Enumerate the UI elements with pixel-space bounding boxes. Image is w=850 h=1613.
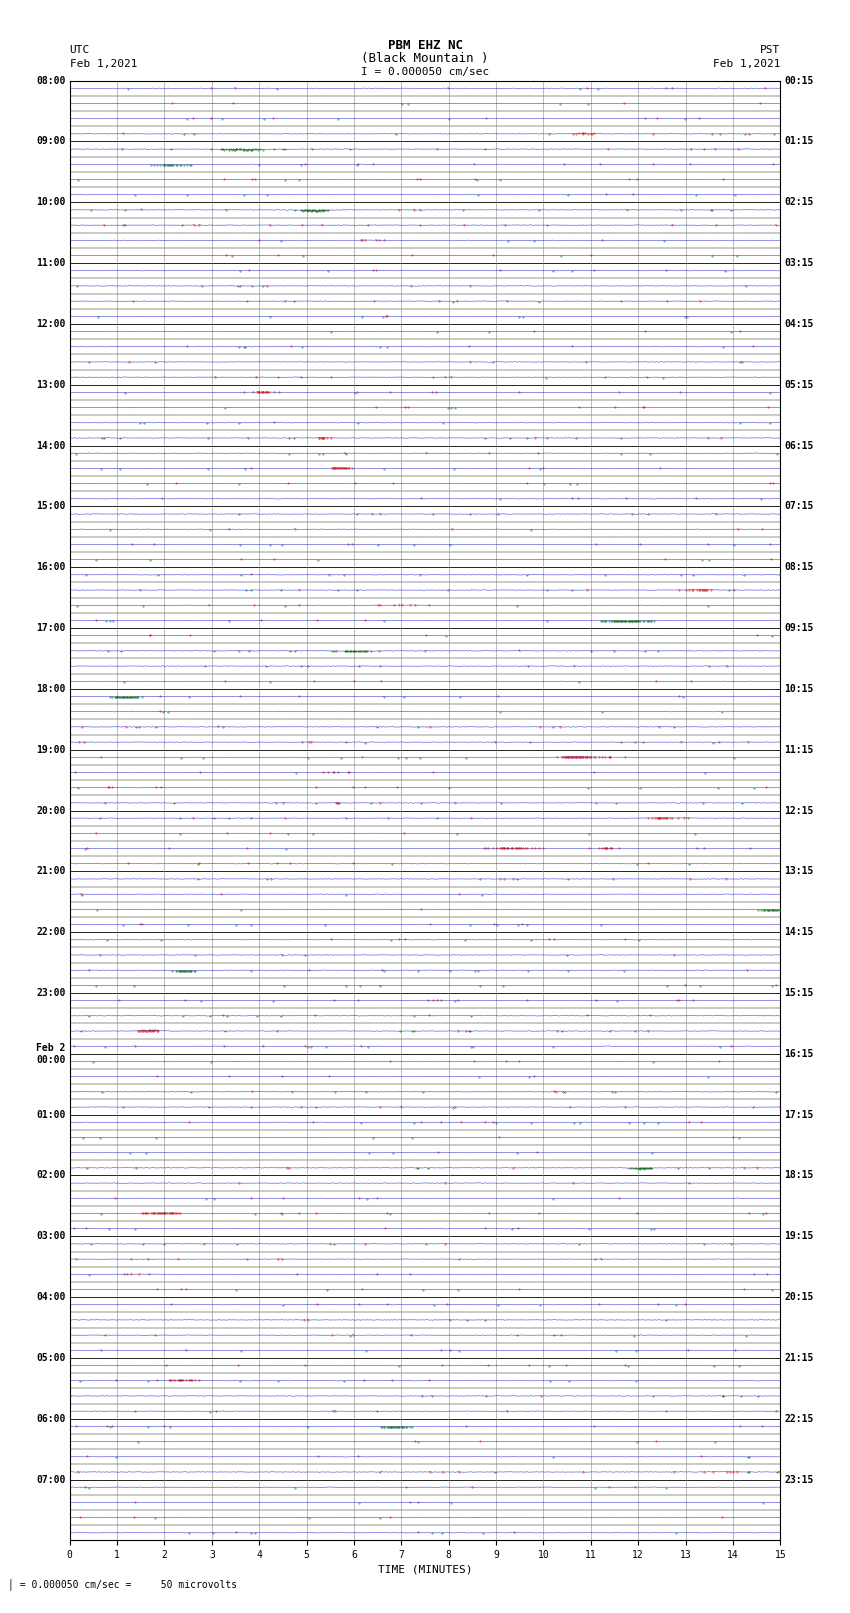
Text: Feb 1,2021: Feb 1,2021: [70, 60, 137, 69]
Text: 08:15: 08:15: [785, 563, 814, 573]
Text: 21:00: 21:00: [36, 866, 65, 876]
Text: 16:15: 16:15: [785, 1048, 814, 1058]
Text: 15:15: 15:15: [785, 989, 814, 998]
Text: 07:00: 07:00: [36, 1474, 65, 1484]
Text: 04:15: 04:15: [785, 319, 814, 329]
Text: 14:15: 14:15: [785, 927, 814, 937]
Text: 10:00: 10:00: [36, 197, 65, 208]
Text: 23:00: 23:00: [36, 989, 65, 998]
Text: │ = 0.000050 cm/sec =     50 microvolts: │ = 0.000050 cm/sec = 50 microvolts: [8, 1578, 238, 1590]
Text: 06:15: 06:15: [785, 440, 814, 450]
Text: 19:15: 19:15: [785, 1231, 814, 1242]
Text: 03:00: 03:00: [36, 1231, 65, 1242]
X-axis label: TIME (MINUTES): TIME (MINUTES): [377, 1565, 473, 1574]
Text: 22:15: 22:15: [785, 1413, 814, 1424]
Text: 02:00: 02:00: [36, 1171, 65, 1181]
Text: 01:00: 01:00: [36, 1110, 65, 1119]
Text: 23:15: 23:15: [785, 1474, 814, 1484]
Text: 17:15: 17:15: [785, 1110, 814, 1119]
Text: 19:00: 19:00: [36, 745, 65, 755]
Text: Feb 2
00:00: Feb 2 00:00: [36, 1044, 65, 1065]
Text: 20:15: 20:15: [785, 1292, 814, 1302]
Text: 07:15: 07:15: [785, 502, 814, 511]
Text: 11:00: 11:00: [36, 258, 65, 268]
Text: I = 0.000050 cm/sec: I = 0.000050 cm/sec: [361, 68, 489, 77]
Text: Feb 1,2021: Feb 1,2021: [713, 60, 780, 69]
Text: 21:15: 21:15: [785, 1353, 814, 1363]
Text: 09:00: 09:00: [36, 137, 65, 147]
Text: 01:15: 01:15: [785, 137, 814, 147]
Text: 17:00: 17:00: [36, 623, 65, 632]
Text: 08:00: 08:00: [36, 76, 65, 85]
Text: 14:00: 14:00: [36, 440, 65, 450]
Text: 05:15: 05:15: [785, 379, 814, 390]
Text: 20:00: 20:00: [36, 805, 65, 816]
Text: 06:00: 06:00: [36, 1413, 65, 1424]
Text: 12:15: 12:15: [785, 805, 814, 816]
Text: 05:00: 05:00: [36, 1353, 65, 1363]
Text: 18:00: 18:00: [36, 684, 65, 694]
Text: 11:15: 11:15: [785, 745, 814, 755]
Text: 00:15: 00:15: [785, 76, 814, 85]
Text: 10:15: 10:15: [785, 684, 814, 694]
Text: 15:00: 15:00: [36, 502, 65, 511]
Text: 12:00: 12:00: [36, 319, 65, 329]
Text: 13:15: 13:15: [785, 866, 814, 876]
Text: 03:15: 03:15: [785, 258, 814, 268]
Text: 16:00: 16:00: [36, 563, 65, 573]
Text: 04:00: 04:00: [36, 1292, 65, 1302]
Text: 13:00: 13:00: [36, 379, 65, 390]
Text: 18:15: 18:15: [785, 1171, 814, 1181]
Text: PBM EHZ NC: PBM EHZ NC: [388, 39, 462, 52]
Text: 22:00: 22:00: [36, 927, 65, 937]
Text: PST: PST: [760, 45, 780, 55]
Text: UTC: UTC: [70, 45, 90, 55]
Text: 09:15: 09:15: [785, 623, 814, 632]
Text: (Black Mountain ): (Black Mountain ): [361, 52, 489, 65]
Text: 02:15: 02:15: [785, 197, 814, 208]
